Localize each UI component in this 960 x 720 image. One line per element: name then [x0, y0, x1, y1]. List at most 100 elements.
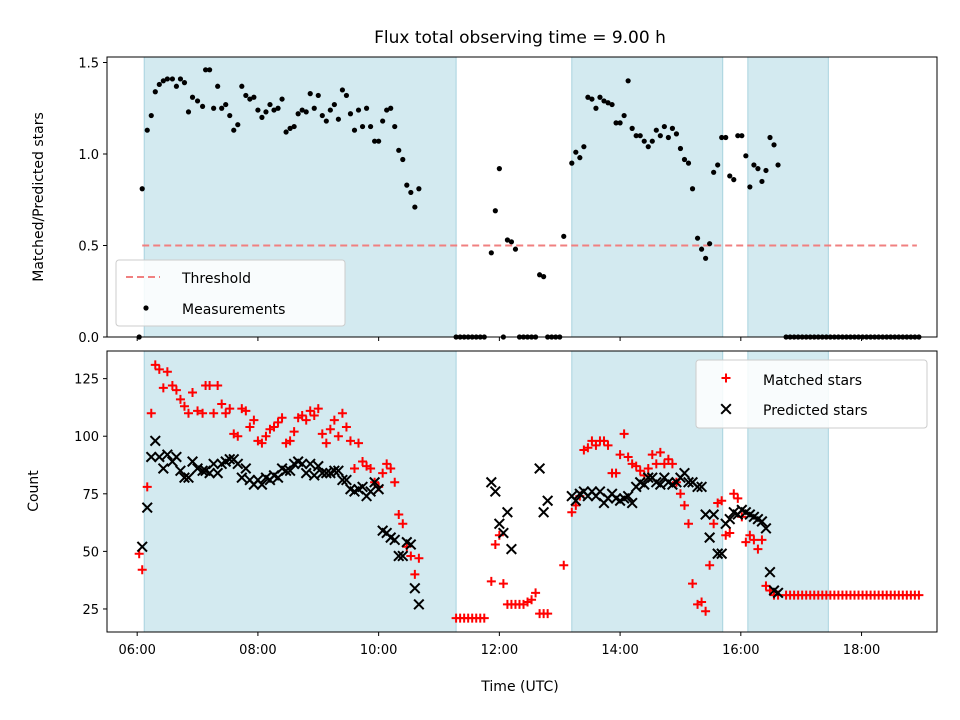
- predicted-star-point: [393, 550, 405, 562]
- predicted-star-point: [772, 587, 784, 599]
- measurement-point: [665, 134, 671, 141]
- matched-star-point: [567, 507, 577, 517]
- chart-title: Flux total observing time = 9.00 h: [374, 28, 666, 48]
- measurement-point: [569, 160, 575, 166]
- matched-star-point: [745, 530, 755, 540]
- matched-star-point: [635, 466, 645, 476]
- measurement-point: [698, 246, 705, 252]
- measurement-point: [703, 255, 709, 261]
- matched-star-point: [406, 551, 416, 561]
- matched-star-point: [705, 560, 715, 570]
- predicted-star-point: [405, 538, 417, 550]
- measurement-point: [412, 204, 418, 210]
- predicted-star-point: [534, 462, 546, 474]
- measurement-point: [755, 166, 761, 172]
- measurement-point: [177, 76, 184, 82]
- measurement-point: [275, 105, 281, 111]
- measurement-point: [673, 131, 680, 137]
- matched-star-point: [325, 424, 335, 434]
- predicted-star-point: [212, 467, 224, 479]
- matched-star-point: [167, 381, 177, 391]
- predicted-star-point: [365, 485, 377, 498]
- legend-threshold-label: Threshold: [181, 271, 251, 287]
- measurement-point: [767, 134, 773, 141]
- predicted-star-point: [678, 467, 690, 479]
- matched-star-point: [289, 427, 299, 437]
- matched-star-point: [175, 394, 185, 404]
- x-tick-label: 06:00: [118, 643, 155, 658]
- measurement-point: [160, 78, 166, 84]
- predicted-star-point: [208, 458, 220, 470]
- measurement-point: [323, 118, 329, 124]
- measurement-point: [625, 78, 631, 84]
- predicted-star-point: [489, 485, 501, 498]
- measurement-point: [537, 272, 543, 278]
- measurement-point: [215, 83, 221, 89]
- measurement-point: [400, 156, 406, 163]
- predicted-star-point: [760, 522, 772, 534]
- matched-star-point: [729, 489, 739, 499]
- matched-star-point: [717, 496, 727, 506]
- measurement-point: [291, 123, 297, 130]
- matched-star-point: [337, 408, 347, 418]
- matched-star-point: [209, 408, 219, 418]
- predicted-star-point: [708, 509, 720, 521]
- plot-frame: [106, 350, 938, 633]
- measurement-point: [311, 105, 317, 111]
- matched-star-point: [591, 440, 601, 450]
- predicted-star-point: [704, 532, 716, 544]
- matched-star-point: [213, 381, 223, 391]
- measurement-point: [694, 235, 701, 241]
- matched-star-point: [285, 436, 295, 446]
- measurement-point: [355, 107, 362, 113]
- predicted-star-point: [320, 467, 332, 479]
- bottom-panel: 25 50 75 100 125 06:00 08:00 10:00 12:00 14:00 16:…: [26, 350, 938, 695]
- predicted-star-point: [397, 550, 409, 562]
- measurement-point: [263, 109, 269, 115]
- matched-star-point: [245, 422, 255, 432]
- matched-star-point: [410, 569, 420, 579]
- predicted-star-point: [716, 548, 728, 560]
- measurement-point: [633, 133, 639, 139]
- measurement-point: [227, 112, 233, 119]
- measurement-point: [739, 133, 745, 139]
- measurement-point: [637, 133, 643, 139]
- matched-star-point: [659, 459, 669, 469]
- matched-star-point: [277, 413, 287, 423]
- measurement-point: [295, 111, 301, 117]
- predicted-star-point: [505, 543, 517, 555]
- predicted-star-point: [724, 513, 736, 525]
- predicted-star-point: [204, 467, 216, 479]
- matched-star-point: [378, 468, 388, 478]
- predicted-star-point: [700, 509, 712, 521]
- predicted-star-point: [187, 456, 199, 468]
- matched-star-point: [333, 431, 343, 441]
- matched-star-point: [684, 519, 694, 529]
- matched-star-point: [688, 579, 698, 589]
- predicted-star-point: [304, 458, 316, 470]
- predicted-star-point: [654, 479, 666, 491]
- predicted-star-point: [692, 481, 704, 493]
- matched-star-point: [741, 537, 751, 547]
- matched-star-point: [225, 404, 235, 414]
- measurement-point: [601, 98, 607, 104]
- measurement-point: [404, 182, 410, 188]
- predicted-star-point: [682, 476, 695, 488]
- matched-star-point: [647, 450, 657, 460]
- x-tick-label: 10:00: [360, 643, 397, 658]
- predicted-star-point: [538, 506, 550, 518]
- top-axes: 0.0 0.5 1.0 1.5: [78, 56, 938, 346]
- top-y-axis-label: Matched/Predicted stars: [31, 112, 47, 282]
- matched-star-point: [217, 399, 227, 409]
- measurement-point: [747, 184, 753, 190]
- predicted-star-point: [340, 474, 352, 486]
- matched-star-point: [158, 383, 168, 393]
- predicted-star-point: [642, 472, 654, 484]
- predicted-star-point: [136, 541, 148, 553]
- matched-star-point: [619, 429, 629, 439]
- predicted-star-point: [756, 515, 768, 527]
- matched-star-point: [571, 500, 581, 510]
- predicted-star-point: [308, 469, 320, 481]
- measurement-point: [299, 107, 305, 113]
